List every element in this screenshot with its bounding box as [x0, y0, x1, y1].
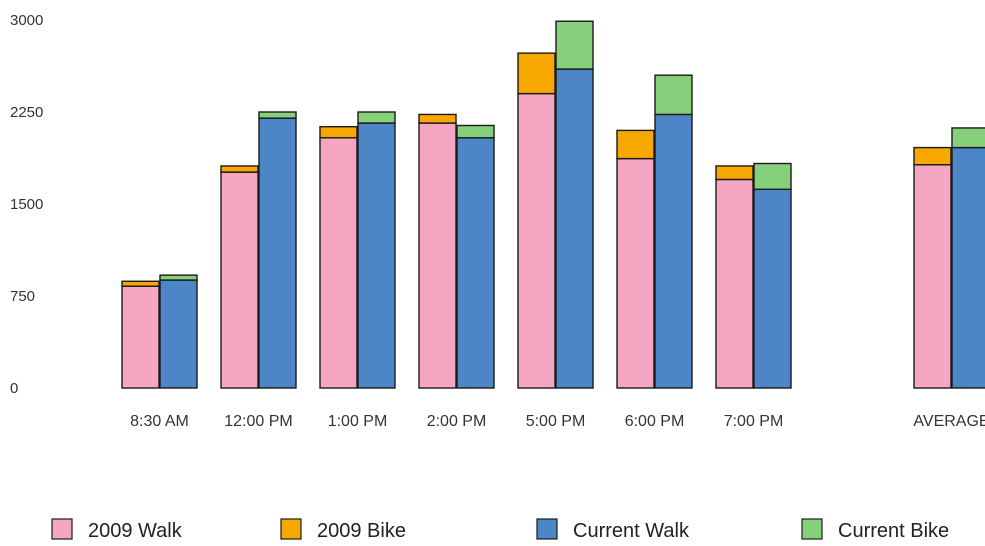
bar-segment-current-bike [456, 124, 495, 139]
legend: 2009 Walk 2009 Bike Current Walk Current Bi… [51, 518, 949, 542]
legend-swatch [51, 518, 73, 540]
y-axis: 0 750 1500 2250 3000 [10, 12, 43, 397]
bar-segment-2009-walk [715, 178, 754, 389]
bar-segment-2009-bike [517, 52, 556, 95]
bar-segment-current-walk [753, 188, 792, 389]
bar-segment-2009-walk [517, 92, 556, 389]
bar-segment-current-bike [357, 111, 396, 124]
x-category-label: 7:00 PM [724, 413, 784, 430]
bar-segment-current-walk [456, 137, 495, 389]
x-axis: 8:30 AM 12:00 PM 1:00 PM 2:00 PM 5:00 PM 6:00… [130, 413, 985, 430]
y-tick-label: 0 [10, 380, 18, 397]
x-category-label: 8:30 AM [130, 413, 189, 430]
y-tick-label: 2250 [10, 104, 43, 121]
bar-segment-current-bike [753, 162, 792, 190]
bar-segment-current-walk [258, 117, 297, 389]
legend-label: Current Bike [838, 520, 949, 542]
bar-segment-current-walk [357, 122, 396, 389]
bar-segment-current-walk [555, 68, 594, 389]
bar-segment-2009-walk [319, 137, 358, 389]
bar-segment-2009-bike [913, 146, 952, 166]
x-category-label: 2:00 PM [427, 413, 487, 430]
bar-segment-current-bike [159, 274, 198, 281]
x-category-label: 12:00 PM [224, 413, 292, 430]
bar-segment-current-bike [951, 127, 985, 149]
y-tick-label: 750 [10, 288, 35, 305]
bars-area [121, 20, 985, 389]
x-category-label: 1:00 PM [328, 413, 388, 430]
y-tick-label: 3000 [10, 12, 43, 29]
bar-segment-current-bike [258, 111, 297, 119]
bar-segment-2009-walk [418, 122, 457, 389]
bar-segment-current-bike [654, 74, 693, 116]
bar-segment-current-walk [951, 146, 985, 389]
bar-segment-2009-bike [715, 165, 754, 181]
legend-label: 2009 Walk [88, 520, 183, 542]
bar-segment-2009-bike [319, 126, 358, 139]
legend-swatch [536, 518, 558, 540]
y-tick-label: 1500 [10, 196, 43, 213]
bar-segment-2009-bike [220, 165, 259, 173]
bar-segment-2009-bike [616, 129, 655, 160]
bar-segment-current-bike [555, 20, 594, 70]
legend-label: 2009 Bike [317, 520, 406, 542]
legend-label: Current Walk [573, 520, 690, 542]
bar-segment-2009-bike [418, 113, 457, 124]
bar-segment-2009-walk [220, 171, 259, 389]
bar-segment-2009-walk [913, 164, 952, 389]
x-category-label: 6:00 PM [625, 413, 685, 430]
bar-segment-2009-bike [121, 280, 160, 287]
bar-segment-current-walk [159, 279, 198, 389]
legend-swatch [280, 518, 302, 540]
legend-swatch [801, 518, 823, 540]
x-category-label: AVERAGE [913, 413, 985, 430]
bar-segment-2009-walk [616, 157, 655, 389]
bar-segment-2009-walk [121, 285, 160, 389]
bar-segment-current-walk [654, 113, 693, 389]
x-category-label: 5:00 PM [526, 413, 586, 430]
